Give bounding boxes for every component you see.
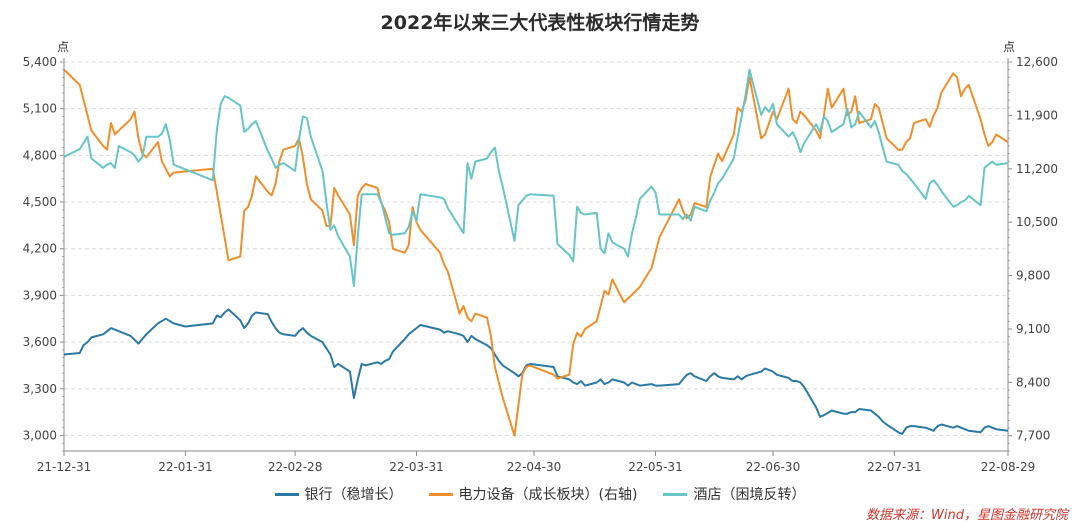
legend-item-hotel: 酒店（困境反转） [663,484,805,504]
left-tick-label: 3,300 [23,382,57,396]
right-tick-label: 11,900 [1016,108,1058,122]
x-tick-label: 21-12-31 [37,460,91,474]
right-tick-label: 8,400 [1016,375,1050,389]
x-tick-label: 22-07-31 [867,460,921,474]
legend-item-bank: 银行（稳增长） [274,484,403,504]
right-tick-label: 7,700 [1016,429,1050,443]
data-source-note: 数据来源：Wind，星图金融研究院 [866,508,1068,523]
x-tick-label: 22-06-30 [746,460,800,474]
x-tick-label: 22-02-28 [268,460,322,474]
legend: 银行（稳增长） 电力设备（成长板块）(右轴) 酒店（困境反转） [0,484,1080,504]
legend-swatch-power [428,492,453,496]
left-axis-unit: 点 [57,40,70,54]
x-tick-label: 22-04-30 [507,460,561,474]
left-tick-label: 3,900 [23,288,57,302]
x-tick-label: 22-08-29 [981,460,1035,474]
right-tick-label: 12,600 [1016,55,1058,69]
legend-label-bank: 银行（稳增长） [304,487,403,503]
right-tick-label: 10,500 [1016,215,1058,229]
legend-item-power: 电力设备（成长板块）(右轴) [428,484,638,504]
x-tick-label: 22-05-31 [628,460,682,474]
left-tick-label: 5,400 [23,55,57,69]
left-tick-label: 3,600 [23,335,57,349]
left-tick-label: 4,500 [23,195,57,209]
chart-title: 2022年以来三大代表性板块行情走势 [380,12,700,34]
series-line-power [63,68,1009,437]
right-axis-unit: 点 [1003,40,1016,54]
left-tick-label: 3,000 [23,428,57,442]
right-tick-label: 9,100 [1016,322,1050,336]
right-tick-label: 11,200 [1016,162,1058,176]
left-tick-label: 4,800 [23,148,57,162]
x-tick-label: 22-01-31 [158,460,212,474]
legend-swatch-bank [274,492,299,496]
left-tick-label: 5,100 [23,102,57,116]
right-tick-label: 9,800 [1016,269,1050,283]
legend-label-hotel: 酒店（困境反转） [693,487,806,503]
series-line-hotel [63,68,1009,288]
legend-swatch-hotel [663,492,688,496]
left-tick-label: 4,200 [23,242,57,256]
legend-label-power: 电力设备（成长板块）(右轴) [458,487,638,503]
series-line-bank [63,308,1009,435]
x-tick-label: 22-03-31 [389,460,443,474]
